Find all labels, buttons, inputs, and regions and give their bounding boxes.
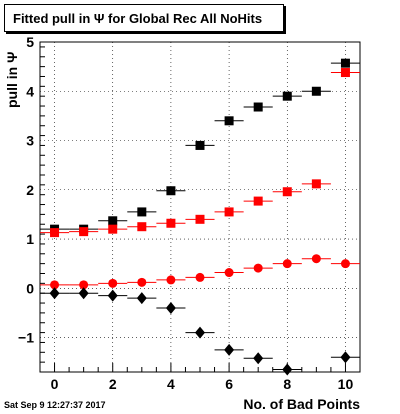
data-point-diamond — [107, 289, 118, 302]
y-tick-label: 1 — [26, 231, 34, 247]
data-point-diamond — [253, 352, 264, 365]
data-point-circle — [50, 280, 60, 290]
data-point-square — [224, 116, 234, 126]
x-tick-label: 10 — [338, 376, 354, 392]
y-tick-label: 4 — [26, 83, 34, 99]
data-point-circle — [311, 254, 321, 264]
data-point-circle — [108, 278, 118, 288]
data-point-diamond — [49, 287, 60, 300]
y-axis-label: pull in Ψ — [4, 51, 20, 108]
data-point-square — [195, 140, 205, 150]
data-point-square — [253, 196, 263, 206]
x-axis-label: No. of Bad Points — [243, 396, 360, 412]
data-point-circle — [195, 272, 205, 282]
data-point-circle — [340, 259, 350, 269]
data-point-circle — [79, 280, 89, 290]
data-point-square — [282, 187, 292, 197]
y-tick-label: 5 — [26, 34, 34, 50]
data-point-circle — [137, 277, 147, 287]
chart-title: Fitted pull in Ψ for Global Rec All NoHi… — [13, 10, 263, 26]
x-tick-label: 8 — [283, 376, 291, 392]
data-point-circle — [282, 259, 292, 269]
x-tick-label: 0 — [51, 376, 59, 392]
data-point-diamond — [78, 287, 89, 300]
data-point-diamond — [224, 343, 235, 356]
data-point-diamond — [340, 351, 351, 364]
data-point-square — [137, 222, 147, 232]
data-point-circle — [166, 275, 176, 285]
data-point-square — [195, 214, 205, 224]
data-point-diamond — [195, 326, 205, 339]
data-point-circle — [224, 268, 234, 278]
data-point-square — [311, 179, 321, 189]
y-tick-label: 3 — [26, 133, 34, 149]
data-point-square — [224, 207, 234, 217]
data-point-square — [166, 218, 176, 228]
data-point-square — [79, 227, 89, 237]
y-tick-label: −1 — [18, 330, 34, 346]
data-point-square — [166, 186, 176, 196]
x-tick-label: 2 — [109, 376, 117, 392]
data-point-square — [108, 216, 118, 226]
data-point-square — [311, 86, 321, 96]
y-tick-label: 2 — [26, 182, 34, 198]
data-point-square — [108, 224, 118, 234]
timestamp: Sat Sep 9 12:27:37 2017 — [4, 400, 106, 410]
y-tick-label: 0 — [26, 280, 34, 296]
data-point-square — [282, 91, 292, 101]
data-point-diamond — [136, 292, 147, 305]
data-point-square — [340, 68, 350, 78]
data-point-circle — [253, 263, 263, 273]
data-point-diamond — [165, 301, 176, 314]
x-tick-label: 4 — [167, 376, 175, 392]
data-point-square — [137, 207, 147, 217]
data-point-square — [340, 58, 350, 68]
data-point-square — [50, 228, 60, 238]
title-box: Fitted pull in Ψ for Global Rec All NoHi… — [4, 4, 284, 32]
x-tick-label: 6 — [225, 376, 233, 392]
data-point-diamond — [282, 363, 293, 376]
data-point-square — [253, 102, 263, 112]
